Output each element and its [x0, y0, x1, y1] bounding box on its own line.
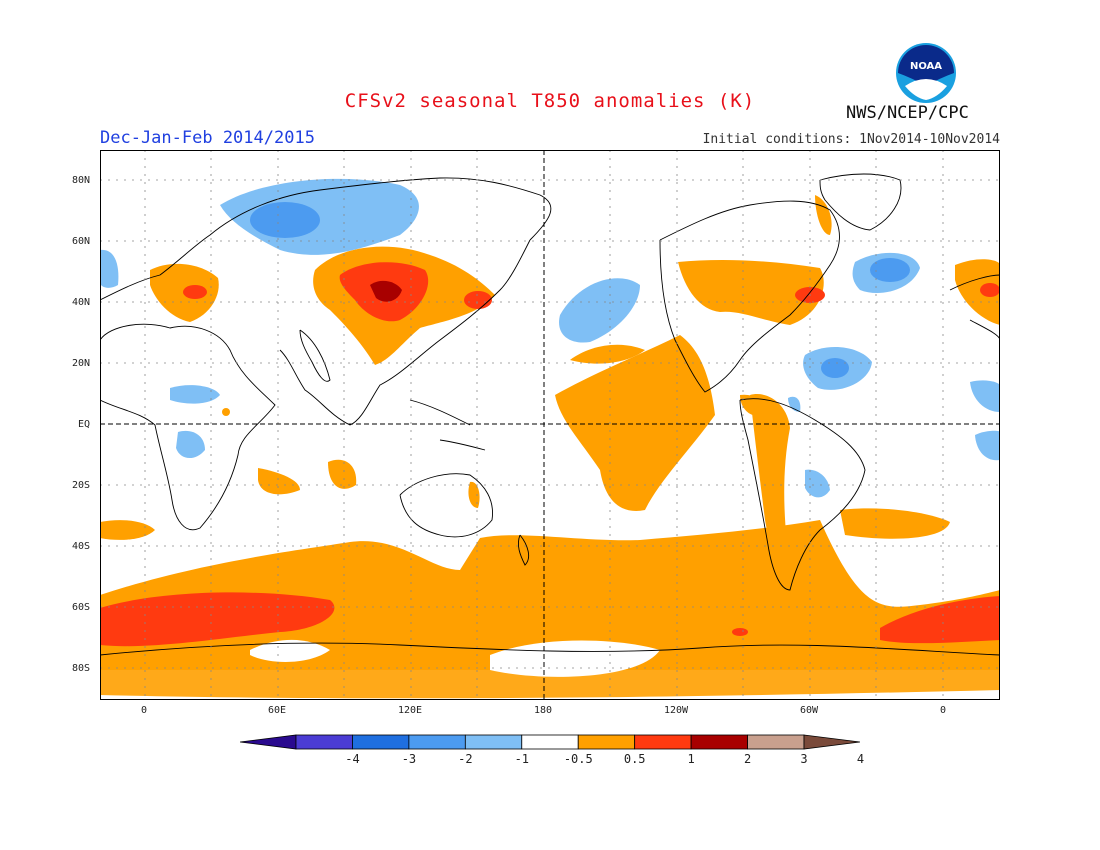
anomaly-map: [100, 150, 1000, 700]
colorbar-label: 0.5: [623, 752, 646, 766]
lat-tick-60n: 60N: [72, 236, 91, 247]
lat-tick-80n: 80N: [72, 175, 91, 186]
svg-text:NOAA: NOAA: [910, 61, 942, 72]
colorbar-cell: [747, 734, 805, 750]
colorbar-label: -2: [458, 752, 473, 766]
lat-tick-20s: 20S: [72, 480, 91, 491]
lon-tick-60e: 60E: [268, 705, 287, 716]
colorbar-label: 4: [856, 752, 865, 766]
colorbar-cell: [464, 734, 523, 750]
lat-tick-40n: 40N: [72, 297, 91, 308]
noaa-logo: NOAA: [896, 43, 956, 103]
agency-label: NWS/NCEP/CPC: [846, 103, 969, 123]
lat-tick-60s: 60S: [72, 602, 91, 613]
lat-tick-80s: 80S: [72, 663, 91, 674]
map-title: CFSv2 seasonal T850 anomalies (K): [344, 90, 756, 112]
colorbar-label: 3: [800, 752, 808, 766]
lon-tick-0: 0: [141, 705, 148, 716]
forecast-period: Dec-Jan-Feb 2014/2015: [100, 128, 315, 148]
colorbar-label: -1: [514, 752, 530, 766]
colorbar-cell: [352, 734, 410, 750]
colorbar-cell: [521, 734, 579, 750]
lon-tick-0-east: 0: [940, 705, 947, 716]
anomaly-shading: [100, 178, 1000, 699]
colorbar-label: 2: [743, 752, 752, 766]
colorbar-cell: [295, 734, 353, 750]
lat-tick-eq: EQ: [78, 419, 91, 430]
colorbar-cell-min: [240, 734, 297, 750]
colorbar-label: -3: [401, 752, 417, 766]
colorbar: [240, 734, 860, 750]
colorbar-cell: [690, 734, 748, 750]
colorbar-cell: [577, 734, 636, 750]
lon-tick-60w: 60W: [800, 705, 819, 716]
colorbar-label: -0.5: [563, 752, 593, 766]
colorbar-cell: [634, 734, 692, 750]
lat-tick-40s: 40S: [72, 541, 91, 552]
lon-tick-120e: 120E: [398, 705, 423, 716]
colorbar-label: 1: [687, 752, 695, 766]
lat-tick-20n: 20N: [72, 358, 91, 369]
coastlines: [100, 173, 1000, 656]
initial-conditions: Initial conditions: 1Nov2014-10Nov2014: [702, 132, 1000, 147]
graticule: [100, 150, 1000, 700]
lon-tick-180: 180: [534, 705, 553, 716]
colorbar-cell: [408, 734, 466, 750]
lon-tick-120w: 120W: [664, 705, 689, 716]
colorbar-cell-max: [803, 734, 860, 750]
colorbar-label: -4: [345, 752, 360, 766]
